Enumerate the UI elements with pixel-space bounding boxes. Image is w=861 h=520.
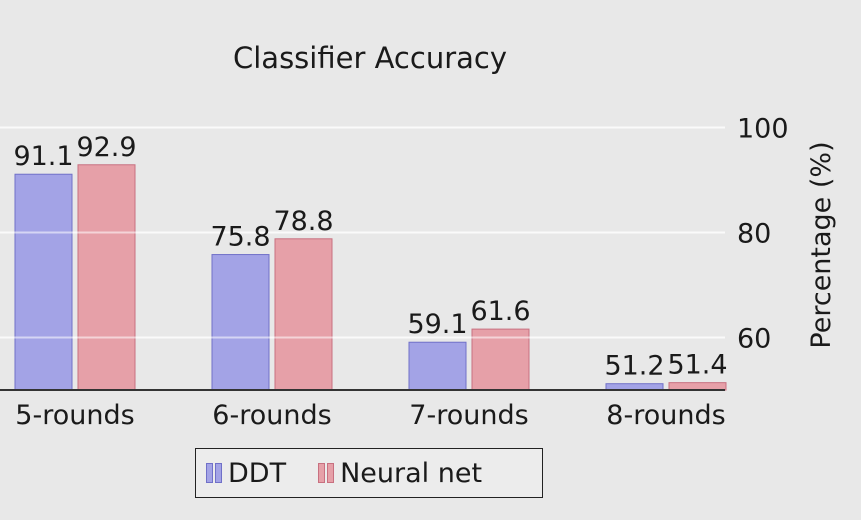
legend-label-ddt: DDT [228,457,287,489]
y-tick-label: 80 [737,219,771,250]
y-axis-label: Percentage (%) [806,141,837,348]
legend: DDT Neural net [195,448,543,498]
data-label: 91.1 [13,141,73,172]
data-label: 51.4 [667,350,727,381]
data-label: 75.8 [210,222,270,253]
bar-ddt [408,341,467,391]
bars [0,126,727,391]
chart-title: Classifier Accuracy [233,41,507,75]
x-tick-label: 8-rounds [606,400,725,431]
bar-neural-net [77,164,136,391]
data-label: 61.6 [470,296,530,327]
y-tick-label: 60 [737,324,771,355]
x-tick-label: 7-rounds [409,400,528,431]
legend-swatch-ddt [206,463,224,483]
x-tick-labels: 5-rounds 6-rounds 7-rounds 8-rounds [15,400,725,431]
legend-label-neural-net: Neural net [340,457,483,489]
bar-neural-net [274,238,333,391]
value-labels: 91.1 92.9 75.878.8 59.1 61.6 51.2 51.4 [13,132,727,382]
x-tick-label: 6-rounds [212,400,331,431]
data-label: 59.1 [407,309,467,340]
bar-ddt [14,173,73,391]
data-label: 92.9 [76,132,136,163]
x-tick-label: 5-rounds [15,400,134,431]
bar-ddt [211,254,270,391]
bar-neural-net [668,382,727,391]
legend-item-neural-net: Neural net [318,458,482,489]
legend-item-ddt: DDT [206,458,286,489]
y-tick-labels: 60 80 100 [737,114,789,355]
legend-swatch-neural-net [318,463,336,483]
y-tick-label: 100 [737,114,789,145]
data-label: 51.2 [604,351,664,382]
data-label: 78.8 [273,206,333,237]
